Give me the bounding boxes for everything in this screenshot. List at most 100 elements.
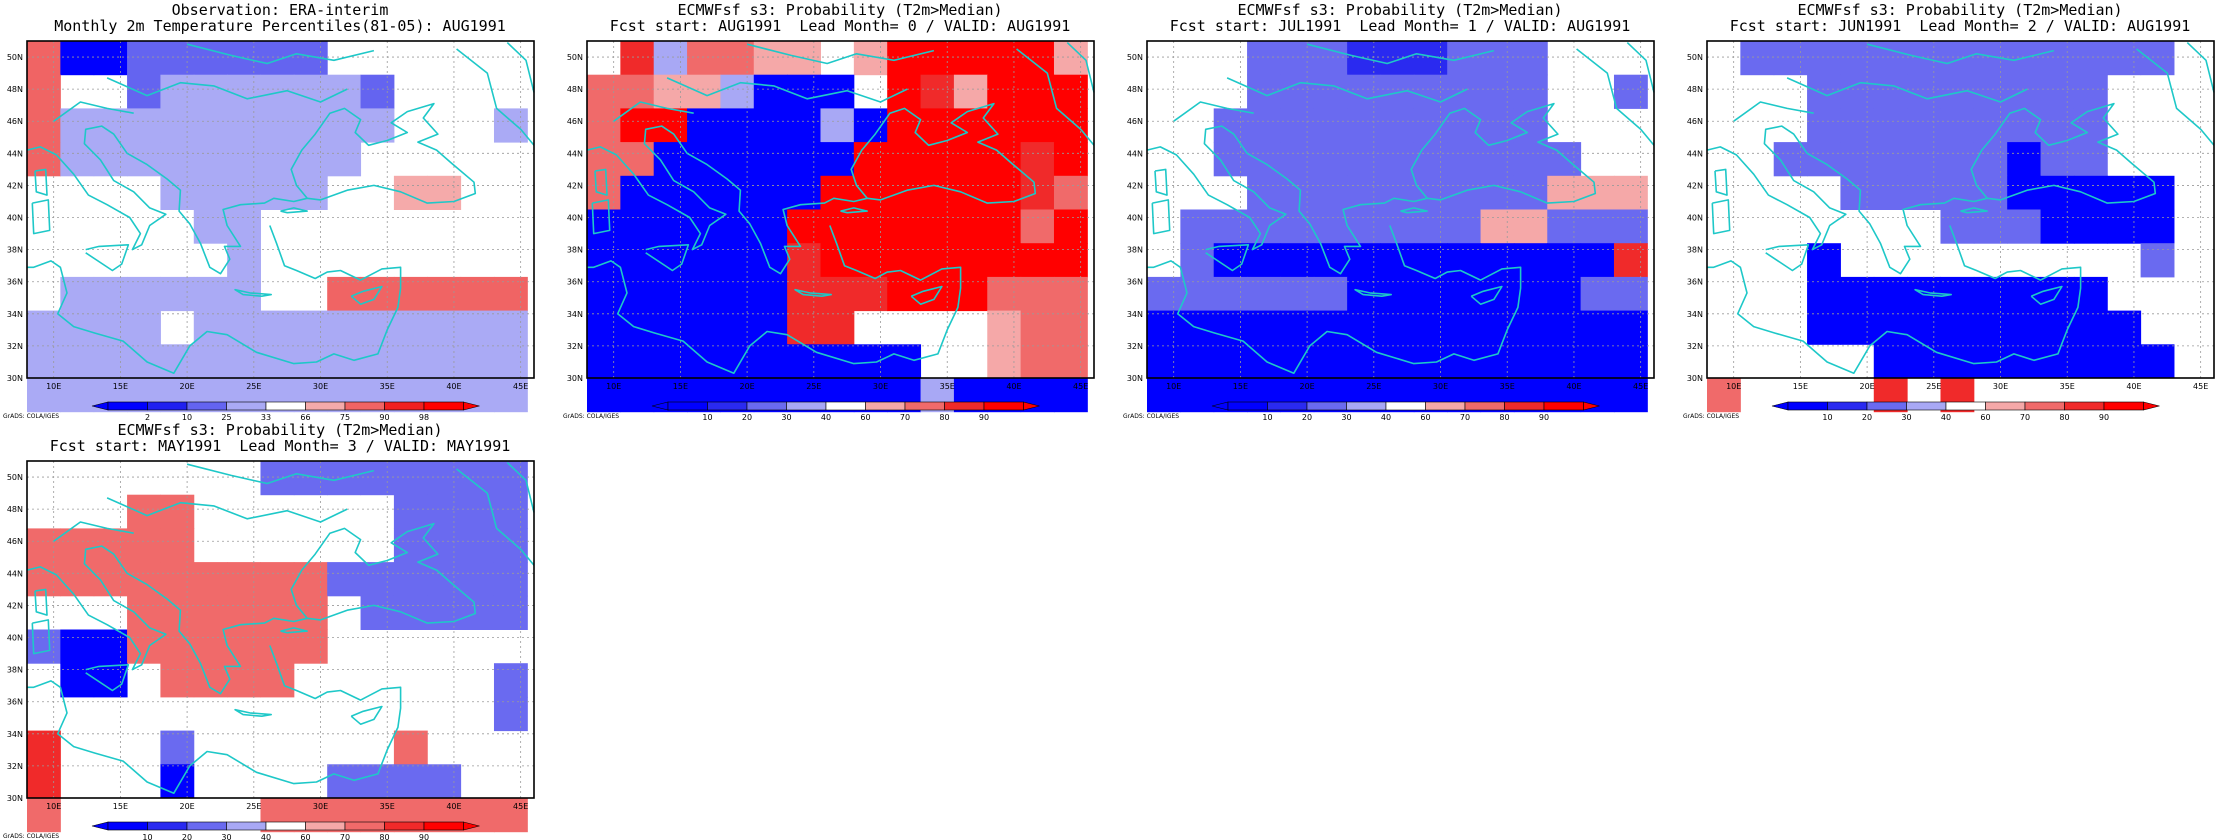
grid-cell	[2107, 344, 2142, 379]
grid-cell	[1180, 378, 1215, 413]
colorbar-bin	[147, 401, 188, 411]
grid-cell	[1313, 108, 1348, 143]
lat-tick-label: 40N	[7, 634, 23, 643]
grid-cell	[720, 142, 755, 177]
grid-cell	[1313, 175, 1348, 210]
grid-cell	[1547, 142, 1582, 177]
grid-cell	[2007, 108, 2042, 143]
grid-cell	[1413, 276, 1448, 312]
grid-cell	[2140, 344, 2175, 379]
grid-cell	[2040, 310, 2075, 345]
grid-cell	[1840, 108, 1875, 143]
grid-cell	[1580, 310, 1615, 345]
lon-tick-label: 40E	[1006, 382, 1021, 391]
lon-tick-label: 10E	[46, 802, 61, 811]
grid-cell	[93, 629, 128, 664]
grid-cell	[160, 276, 195, 312]
grid-cell	[227, 310, 261, 345]
grid-cell	[327, 562, 362, 597]
grid-cell	[493, 378, 528, 413]
grid-cell	[653, 276, 688, 312]
grid-cell	[887, 74, 922, 109]
lat-tick-label: 40N	[7, 214, 23, 223]
grid-cell	[360, 108, 395, 143]
grid-cell	[2107, 310, 2142, 345]
grid-cell	[93, 310, 128, 345]
lon-tick-label: 35E	[1500, 382, 1515, 391]
grid-cell	[360, 344, 395, 379]
grid-cell	[27, 108, 61, 143]
grid-cell	[393, 494, 428, 529]
lon-tick-label: 30E	[1433, 382, 1448, 391]
grid-cell	[1413, 108, 1448, 143]
grid-cell	[360, 764, 395, 799]
grid-cell	[160, 562, 195, 597]
colorbar-tick-label: 10	[1822, 413, 1832, 420]
colorbar-tick-label: 40	[1941, 413, 1951, 420]
grid-cell	[493, 276, 528, 312]
coastline	[1914, 288, 1952, 297]
grid-cell	[720, 175, 755, 210]
grid-cell	[1873, 41, 1908, 76]
lon-tick-label: 10E	[1726, 382, 1741, 391]
grid-cell	[360, 310, 395, 345]
grid-cell	[1807, 276, 1841, 312]
grid-cell	[787, 243, 821, 278]
grid-cell	[260, 595, 295, 630]
grid-cell	[327, 344, 362, 379]
coastline	[53, 521, 134, 542]
grid-cell	[920, 243, 955, 278]
grid-cell	[127, 310, 161, 345]
grid-cell	[1213, 108, 1248, 143]
grid-cell	[193, 276, 228, 312]
grid-cell	[1180, 209, 1215, 244]
grid-cell	[920, 74, 955, 109]
grid-cell	[293, 74, 328, 109]
coastline	[26, 522, 477, 695]
grid-cell	[2073, 41, 2108, 76]
coastline	[85, 244, 130, 272]
grid-cell	[27, 528, 61, 563]
coastline	[910, 285, 943, 305]
lon-tick-label: 30E	[313, 382, 328, 391]
lon-tick-label: 10E	[1166, 382, 1181, 391]
lon-tick-label: 20E	[739, 382, 754, 391]
coastlines	[1706, 42, 2215, 374]
grid-cell	[493, 344, 528, 379]
grid-cell	[93, 41, 128, 76]
grid-cell	[360, 595, 395, 630]
grid-cell	[1840, 175, 1875, 210]
grid-cell	[493, 310, 528, 345]
colorbar-tick-label: 40	[261, 833, 271, 840]
grid-cell	[427, 764, 462, 799]
grid-cell	[720, 74, 755, 109]
grid-cell	[1213, 243, 1248, 278]
grid-cell	[1480, 41, 1515, 76]
grid-cell	[787, 108, 821, 143]
colorbar-bin	[1866, 401, 1907, 411]
grid-cell	[1513, 74, 1548, 109]
colorbar-tick-label: 60	[860, 413, 870, 420]
lon-tick-label: 35E	[2060, 382, 2075, 391]
coastline	[1960, 207, 1988, 214]
coastline	[794, 288, 832, 297]
grid-cell	[393, 310, 428, 345]
grid-cell	[1940, 209, 1975, 244]
grid-cell	[653, 344, 688, 379]
colorbar: 10 20 30 40 60 70 80 90	[1211, 401, 1600, 420]
colorbar-bin	[2064, 401, 2105, 411]
lon-tick-label: 40E	[1566, 382, 1581, 391]
coastline	[1711, 199, 1731, 235]
lon-tick-label: 40E	[446, 802, 461, 811]
grid-cell	[1480, 142, 1515, 177]
grid-cell	[587, 108, 621, 143]
lat-tick-label: 50N	[1687, 53, 1703, 62]
grid-cell	[1413, 142, 1448, 177]
colorbar-bin	[384, 821, 425, 831]
grid-cell	[1513, 142, 1548, 177]
grid-cell	[1547, 344, 1582, 379]
grid-cell	[1447, 310, 1482, 345]
grid-cell	[953, 209, 988, 244]
grid-cell	[653, 74, 688, 109]
grid-cell	[2107, 209, 2142, 244]
